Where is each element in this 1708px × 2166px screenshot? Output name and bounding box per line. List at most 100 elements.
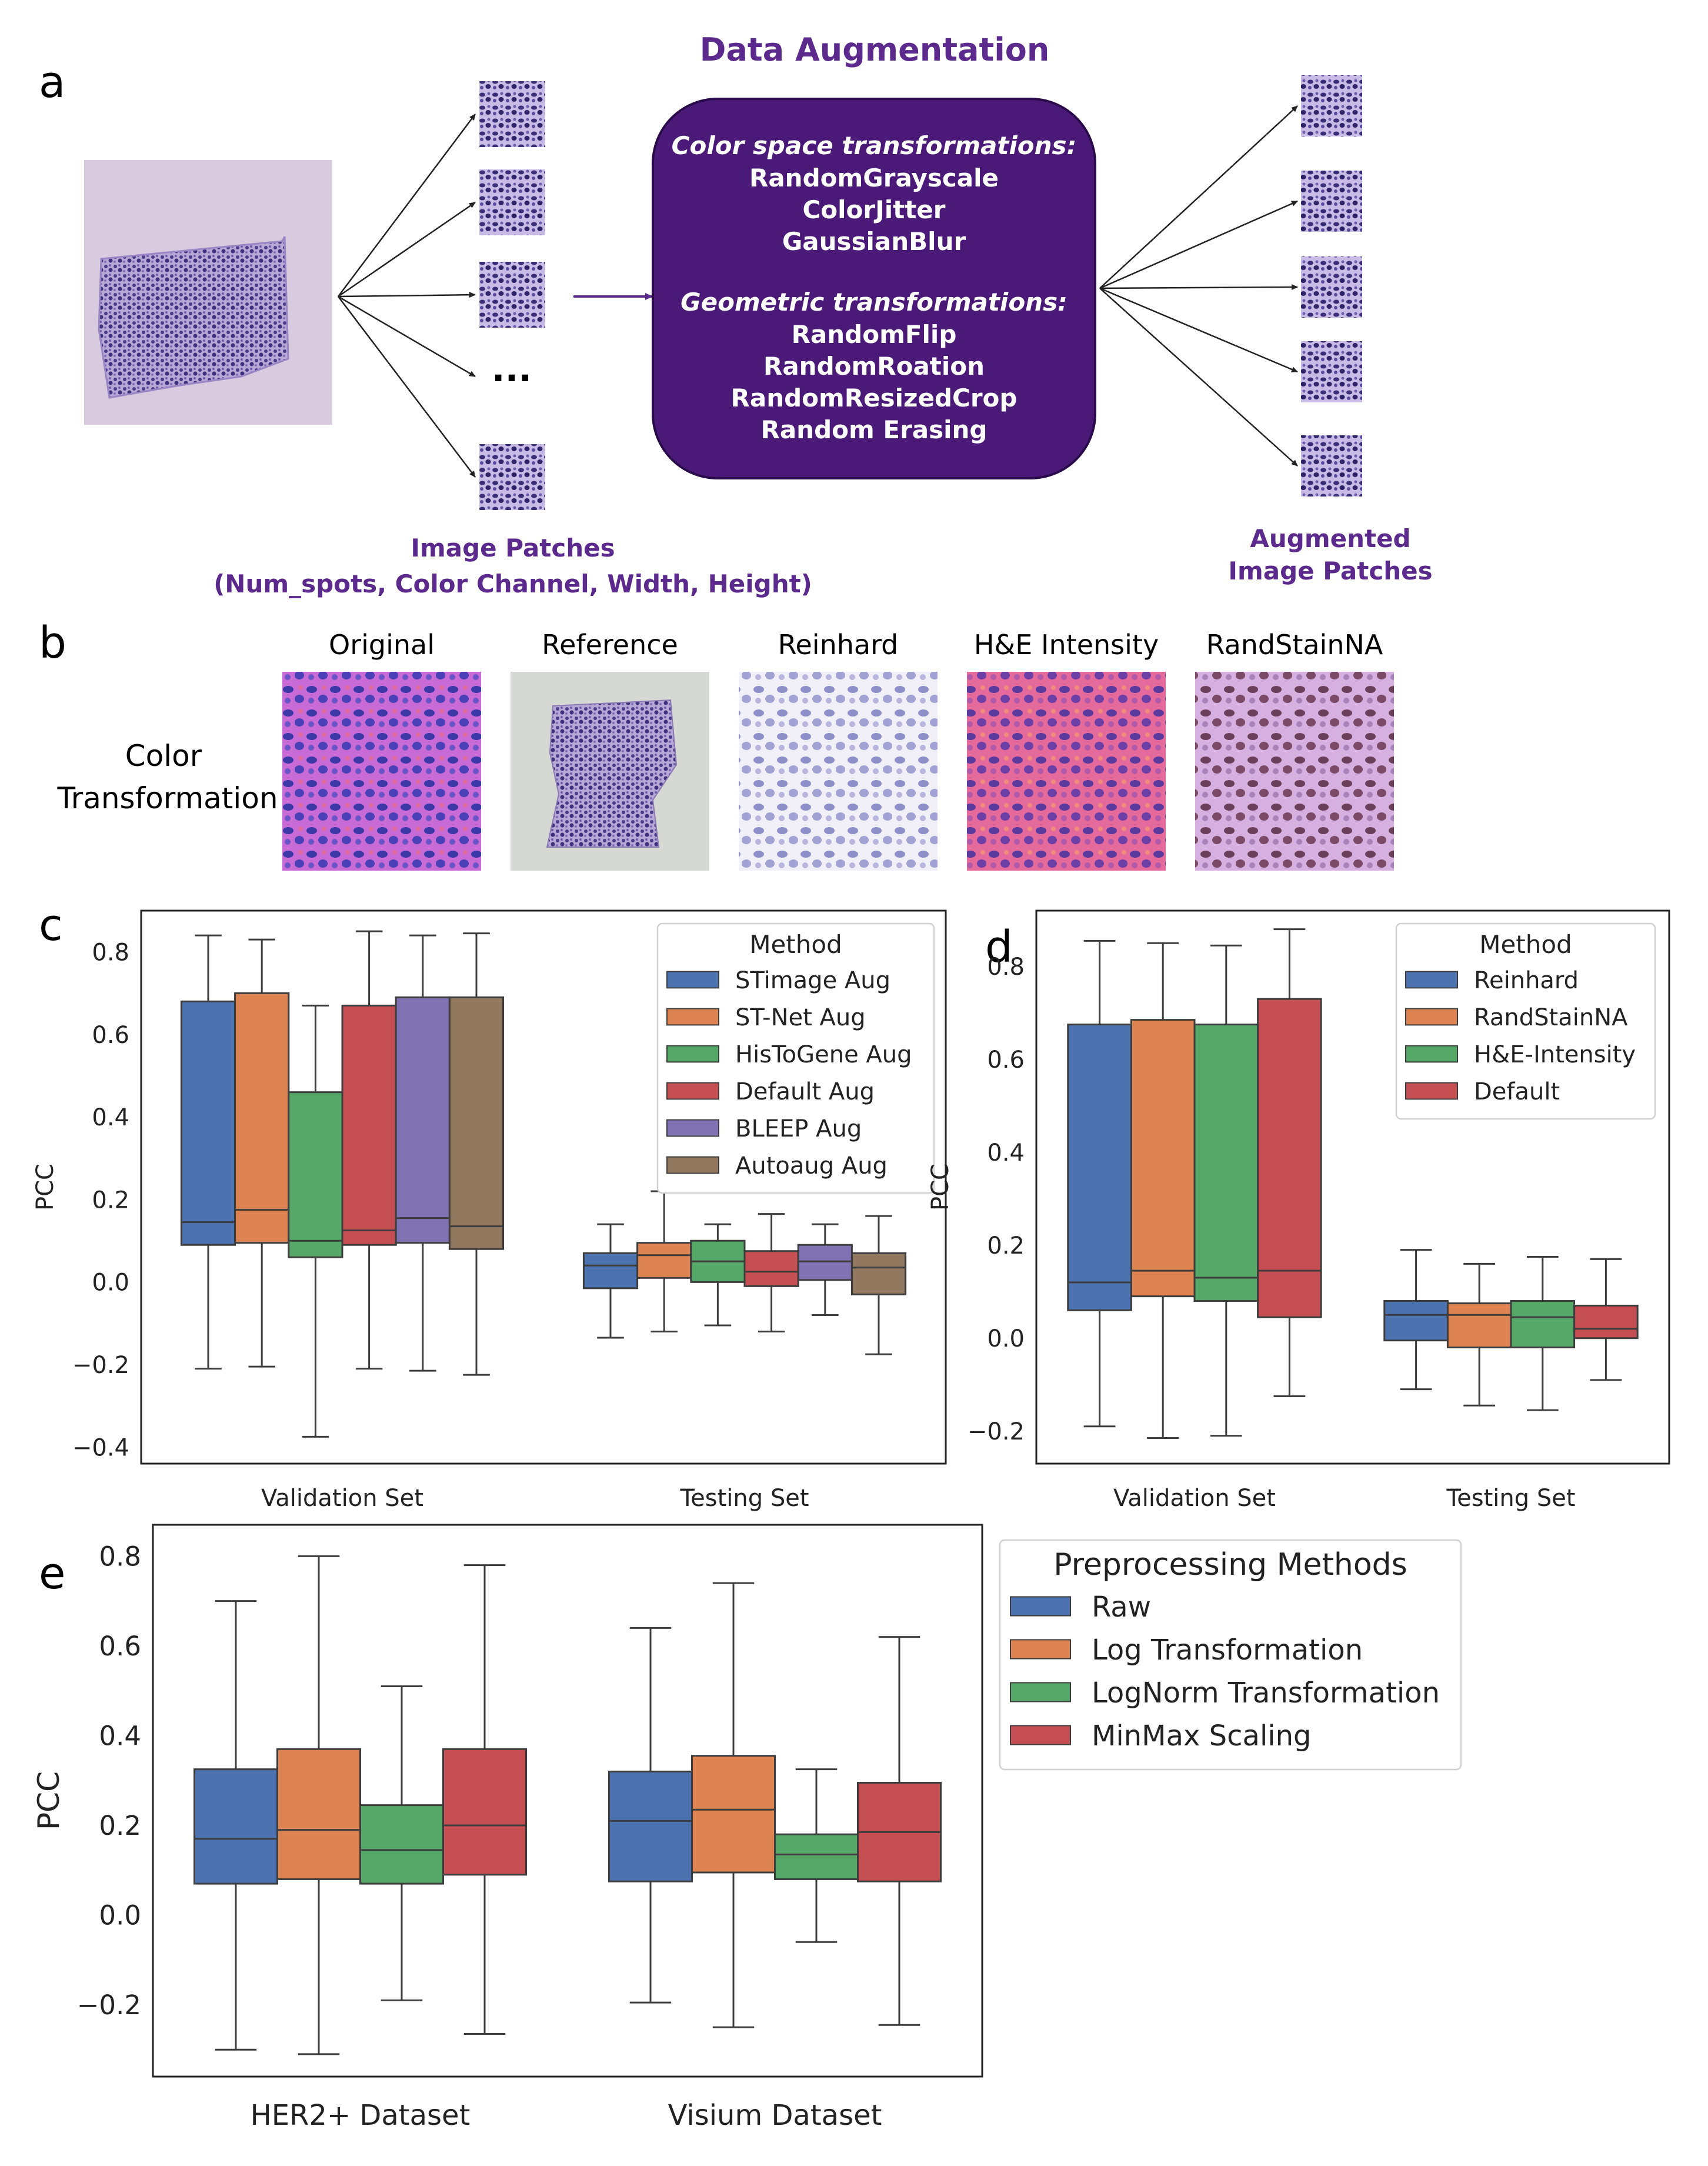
y-axis-label: PCC bbox=[927, 1164, 954, 1211]
box bbox=[341, 1004, 397, 1246]
patch-arrows bbox=[338, 114, 476, 478]
box bbox=[1257, 998, 1322, 1318]
panel-a: a Data Augmentation ... Image Patches (N… bbox=[39, 31, 1433, 598]
y-tick-label: 0.2 bbox=[987, 1232, 1025, 1259]
patch-arrow bbox=[338, 201, 476, 298]
box bbox=[1193, 1024, 1259, 1302]
column-title: RandStainNA bbox=[1206, 629, 1383, 661]
legend-entry: HisToGene Aug bbox=[735, 1041, 912, 1068]
legend-box bbox=[999, 1539, 1462, 1771]
box bbox=[797, 1244, 853, 1281]
y-tick-label: −0.2 bbox=[72, 1352, 129, 1379]
image-patch bbox=[479, 81, 545, 147]
legend-entry: H&E-Intensity bbox=[1474, 1041, 1636, 1068]
color-transform-item: ColorJitter bbox=[802, 195, 945, 224]
box bbox=[395, 996, 451, 1244]
y-tick-label: 0.6 bbox=[987, 1047, 1025, 1074]
y-tick-label: 0.8 bbox=[92, 939, 129, 967]
x-tick-label: Testing Set bbox=[679, 1485, 809, 1512]
legend-box bbox=[1395, 922, 1656, 1120]
box bbox=[608, 1770, 693, 1882]
legend-entry: Log Transformation bbox=[1092, 1634, 1363, 1667]
box bbox=[582, 1252, 639, 1289]
legend-entry: MinMax Scaling bbox=[1092, 1720, 1312, 1752]
legend-title: Method bbox=[749, 930, 842, 959]
panel-label-a: a bbox=[39, 57, 65, 108]
box bbox=[276, 1748, 361, 1880]
y-tick-label: 0.0 bbox=[987, 1325, 1025, 1352]
augmented-arrow bbox=[1099, 288, 1298, 466]
box bbox=[442, 1748, 527, 1876]
box bbox=[743, 1250, 799, 1287]
tissue-section bbox=[98, 236, 289, 399]
geometric-transform-item: Random Erasing bbox=[761, 415, 988, 444]
column-title: Reinhard bbox=[778, 629, 899, 661]
original-image bbox=[282, 672, 481, 871]
y-axis-label: PCC bbox=[32, 1164, 59, 1211]
column-title: H&E Intensity bbox=[974, 629, 1159, 661]
panel-b: b Color Transformation Original Reference… bbox=[39, 618, 1394, 871]
image-patch bbox=[479, 262, 545, 328]
box bbox=[774, 1833, 859, 1880]
y-tick-label: 0.2 bbox=[92, 1187, 129, 1214]
augmented-patch bbox=[1301, 435, 1362, 496]
legend-swatch bbox=[666, 1082, 719, 1100]
x-tick-label: Validation Set bbox=[261, 1485, 423, 1512]
geometric-transform-heading: Geometric transformations: bbox=[680, 288, 1068, 316]
legend-swatch bbox=[666, 1119, 719, 1137]
legend-swatch bbox=[1405, 1008, 1458, 1026]
x-tick-label: HER2+ Dataset bbox=[251, 2099, 471, 2132]
randstainna-image bbox=[1195, 672, 1394, 871]
augmented-patch bbox=[1301, 256, 1362, 318]
legend-swatch bbox=[1405, 971, 1458, 989]
geometric-transform-item: RandomResizedCrop bbox=[731, 384, 1018, 412]
legend-entry: Autoaug Aug bbox=[735, 1152, 888, 1179]
legend-box bbox=[656, 922, 935, 1194]
geometric-transform-item: RandomFlip bbox=[792, 320, 957, 349]
box bbox=[636, 1242, 692, 1279]
y-tick-label: −0.4 bbox=[72, 1434, 129, 1461]
y-tick-label: 0.4 bbox=[987, 1139, 1025, 1167]
panel-label-d: d bbox=[985, 922, 1013, 972]
y-tick-label: −0.2 bbox=[77, 1990, 141, 2021]
x-tick-label: Visium Dataset bbox=[668, 2099, 882, 2132]
data-augmentation-title: Data Augmentation bbox=[700, 31, 1050, 68]
reinhard-image bbox=[739, 672, 938, 871]
reference-tissue bbox=[546, 699, 678, 848]
augmented-patch bbox=[1301, 171, 1362, 232]
legend-title: Method bbox=[1479, 930, 1572, 959]
box bbox=[194, 1768, 278, 1885]
legend-entry: BLEEP Aug bbox=[735, 1115, 862, 1142]
y-tick-label: 0.0 bbox=[92, 1269, 129, 1297]
legend-title: Preprocessing Methods bbox=[1053, 1547, 1407, 1582]
legend-swatch bbox=[666, 1045, 719, 1063]
legend-swatch bbox=[1405, 1082, 1458, 1100]
box bbox=[1573, 1304, 1639, 1339]
image-patches-label: Image Patches bbox=[411, 534, 615, 562]
augmentation-box bbox=[652, 98, 1096, 479]
legend-swatch bbox=[666, 1156, 719, 1174]
legend-entry: LogNorm Transformation bbox=[1092, 1677, 1440, 1710]
legend-swatch bbox=[1010, 1639, 1071, 1660]
patch-arrow bbox=[338, 114, 476, 297]
legend-entry: Reinhard bbox=[1474, 967, 1579, 994]
box bbox=[234, 992, 290, 1244]
box bbox=[1510, 1300, 1576, 1349]
y-tick-label: 0.6 bbox=[92, 1022, 129, 1049]
box bbox=[288, 1091, 343, 1258]
y-axis-label: PCC bbox=[32, 1771, 66, 1830]
row-label-transformation: Transformation bbox=[56, 781, 278, 815]
column-title: Original bbox=[329, 629, 435, 661]
y-tick-label: 0.6 bbox=[99, 1631, 141, 1662]
box bbox=[359, 1804, 444, 1885]
image-patches-shape: (Num_spots, Color Channel, Width, Height… bbox=[214, 569, 812, 598]
image-patches bbox=[479, 81, 545, 510]
panel-label-b: b bbox=[39, 618, 66, 668]
augmented-patch bbox=[1301, 341, 1362, 402]
legend-swatch bbox=[1010, 1725, 1071, 1745]
chart-d: −0.2 0.0 0.2 0.4 0.6 0.8 PCC Validation Set Test… bbox=[927, 909, 1670, 1512]
y-tick-label: 0.0 bbox=[99, 1900, 141, 1931]
x-tick-label: Validation Set bbox=[1113, 1485, 1276, 1512]
geometric-transform-list: RandomFlip RandomRoation RandomResizedCrop… bbox=[731, 320, 1018, 444]
